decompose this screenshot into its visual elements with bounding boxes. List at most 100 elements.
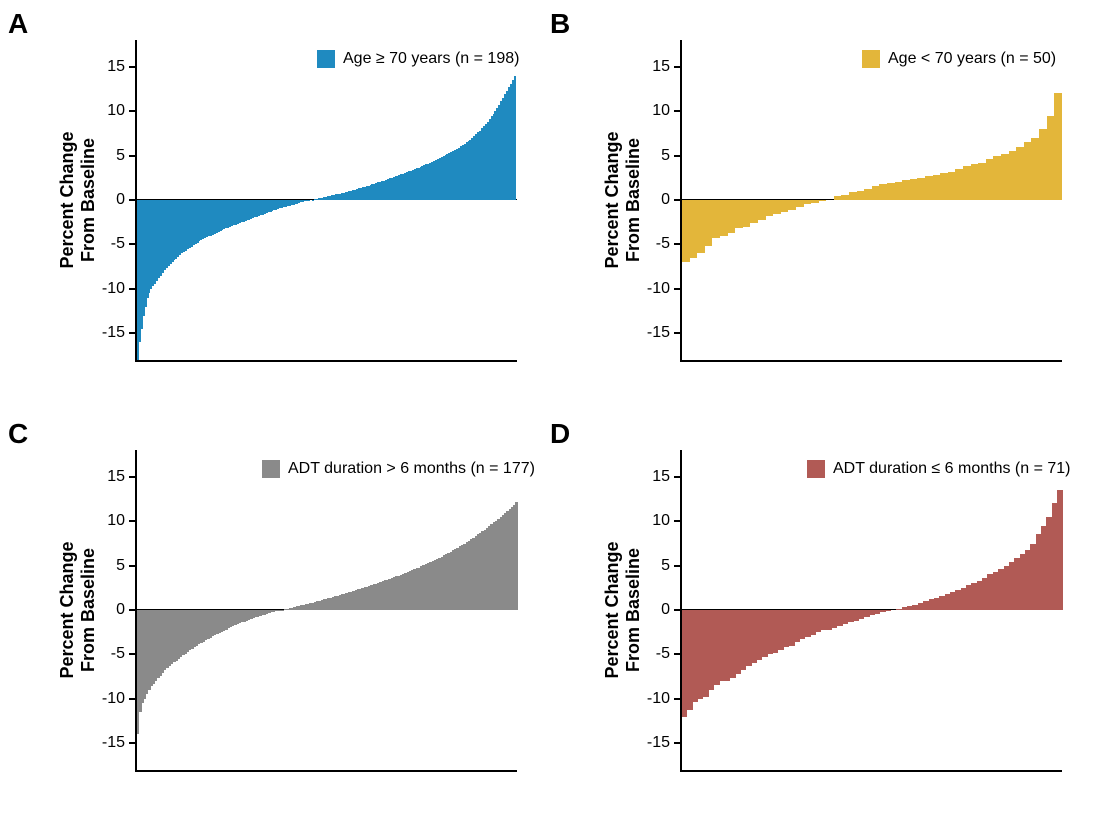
bar-slot [963,40,971,360]
waterfall-bars [137,40,517,360]
bar-slot [750,40,758,360]
y-axis-label: Percent ChangeFrom Baseline [57,110,98,290]
bar [887,183,895,200]
bar-slot [515,450,517,770]
panel-letter-b: B [550,8,570,40]
y-axis-label: Percent ChangeFrom Baseline [602,110,643,290]
bar-slot [925,40,933,360]
legend-swatch [807,460,825,478]
bar [1001,154,1009,200]
bar-slot [682,40,690,360]
bar-slot [849,40,857,360]
y-tick-label: 15 [652,468,682,486]
bar-slot [735,40,743,360]
bar [1057,490,1062,610]
bar [910,179,918,200]
bar [712,200,720,238]
bar-slot [1016,40,1024,360]
bar [515,502,517,610]
bar [1009,151,1017,200]
bar-slot [743,40,751,360]
bar [841,195,849,200]
bar-slot [978,40,986,360]
legend-swatch [262,460,280,478]
y-axis-label-line1: Percent Change [57,110,78,290]
plot-area-a: -15-10-5051015Age ≥ 70 years (n = 198) [135,40,517,362]
y-tick-label: -10 [102,690,137,708]
legend-text: Age ≥ 70 years (n = 198) [343,50,519,68]
bar-slot [690,40,698,360]
bar [986,159,994,200]
bar-slot [910,40,918,360]
bar [743,200,751,227]
bar-slot [728,40,736,360]
bar-slot [1031,40,1039,360]
bar [902,180,910,200]
bar [811,200,819,203]
y-axis-label-line1: Percent Change [602,110,623,290]
bar-slot [872,40,880,360]
bar-slot [864,40,872,360]
bar [758,200,766,220]
bar [1024,142,1032,200]
bar-slot [697,40,705,360]
bar [690,200,698,258]
y-axis-label-line2: From Baseline [623,520,644,700]
bar [857,191,865,200]
bar-slot [1024,40,1032,360]
y-axis-label-line2: From Baseline [623,110,644,290]
legend-text: Age < 70 years (n = 50) [888,50,1056,68]
bar-slot [834,40,842,360]
y-tick-label: -5 [656,645,682,663]
bar [940,173,948,200]
y-tick-label: -5 [111,645,137,663]
plot-area-c: -15-10-5051015ADT duration > 6 months (n… [135,450,517,772]
bar [971,164,979,200]
bar [728,200,736,233]
bar [781,200,789,212]
bar-slot [766,40,774,360]
bar-slot [948,40,956,360]
y-tick-label: 15 [107,468,137,486]
bar [750,200,758,223]
bar-slot [796,40,804,360]
legend: ADT duration ≤ 6 months (n = 71) [807,460,1071,478]
bar-slot [514,40,516,360]
y-tick-label: 5 [116,147,137,165]
waterfall-bars [682,40,1062,360]
y-tick-label: -15 [102,324,137,342]
bar-slot [1001,40,1009,360]
y-tick-label: -5 [111,235,137,253]
bar [796,200,804,207]
y-tick-label: 10 [107,102,137,120]
bar-slot [712,40,720,360]
bar [766,200,774,216]
figure-root: A-15-10-5051015Age ≥ 70 years (n = 198)P… [0,0,1094,820]
bar [895,182,903,200]
bar-slot [841,40,849,360]
y-tick-label: -10 [102,280,137,298]
bar-slot [955,40,963,360]
plot-area-d: -15-10-5051015ADT duration ≤ 6 months (n… [680,450,1062,772]
bar-slot [857,40,865,360]
bar [993,156,1001,200]
bar-slot [887,40,895,360]
bar [925,176,933,200]
y-tick-label: 15 [107,58,137,76]
bar [834,196,842,200]
y-tick-label: 10 [652,512,682,530]
y-tick-label: 5 [661,147,682,165]
y-tick-label: 10 [652,102,682,120]
bar [917,178,925,200]
legend-text: ADT duration > 6 months (n = 177) [288,460,535,478]
bar [933,175,941,200]
bar-slot [773,40,781,360]
bar-slot [879,40,887,360]
bar [864,189,872,200]
y-tick-label: 0 [661,601,682,619]
bar [948,172,956,200]
bar [720,200,728,236]
bar-slot [993,40,1001,360]
bar-slot [1009,40,1017,360]
y-tick-label: -15 [102,734,137,752]
